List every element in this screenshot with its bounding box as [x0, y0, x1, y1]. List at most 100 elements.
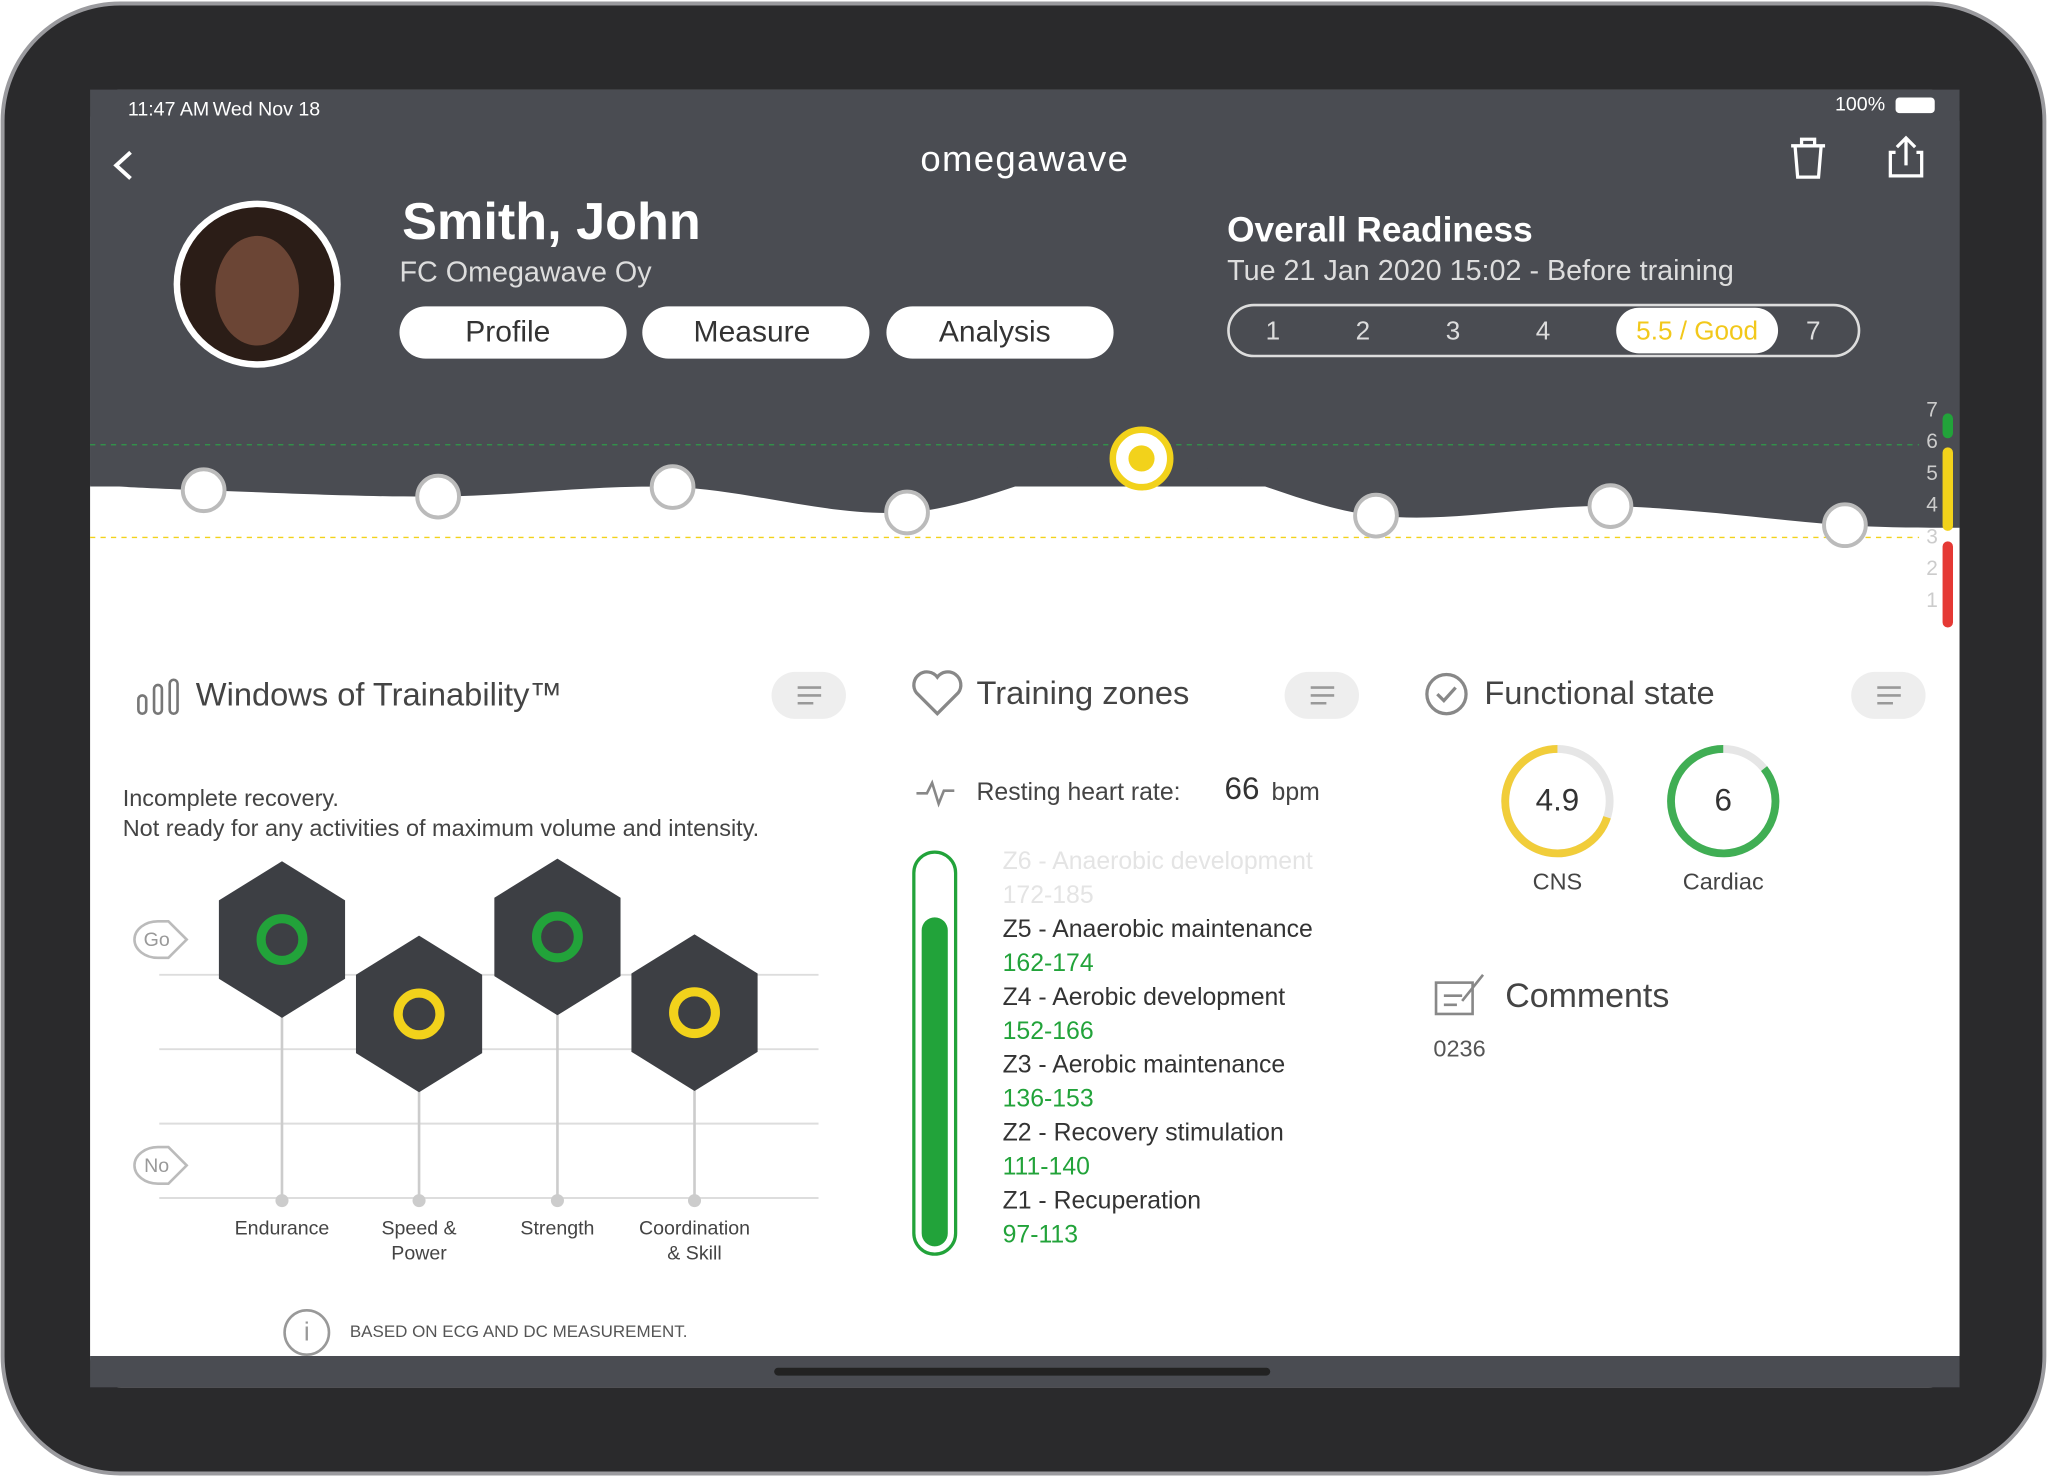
gauge-arc — [1667, 745, 1780, 858]
y-tick-label: 7 — [1926, 398, 1938, 421]
tab-label[interactable]: Measure — [694, 316, 811, 349]
go-label: Go — [144, 929, 170, 951]
zone-range: 111-140 — [1003, 1154, 1090, 1181]
tabs: Profile Measure Analysis — [399, 306, 1114, 359]
resting-hr-unit: bpm — [1272, 779, 1320, 806]
tab-label[interactable]: Analysis — [939, 316, 1051, 349]
athlete-team: FC Omegawave Oy — [399, 256, 652, 288]
readiness-scale — [1227, 303, 1861, 358]
stem-dot — [275, 1194, 289, 1208]
zone-range: 162-174 — [1003, 950, 1094, 977]
footnote: BASED ON ECG AND DC MEASUREMENT. — [350, 1322, 688, 1341]
zone-name: Z5 - Anaerobic maintenance — [1003, 916, 1313, 943]
comments-icon — [1434, 973, 1485, 1016]
zone-name: Z1 - Recuperation — [1003, 1187, 1201, 1214]
gauge-arc — [1501, 745, 1611, 858]
zone-name: Z2 - Recovery stimulation — [1003, 1120, 1284, 1147]
timeline-point — [1353, 492, 1399, 539]
scale-item: 7 — [1806, 315, 1821, 345]
y-tick-label: 5 — [1926, 462, 1938, 485]
go-marker — [133, 919, 189, 960]
gauge-value: 4.9 — [1536, 783, 1580, 818]
logo: omegawave — [920, 138, 1129, 179]
share-button[interactable] — [1888, 135, 1924, 178]
description: Incomplete recovery. — [123, 785, 339, 811]
hexagon-icon — [669, 987, 720, 1039]
check-icon — [1425, 672, 1468, 716]
y-tick-label: 4 — [1926, 494, 1938, 517]
resting-hr-value: 66 — [1225, 771, 1260, 806]
timeline-point — [180, 467, 227, 514]
scale-item: 1 — [1266, 315, 1281, 345]
zone-bar-yellow — [1942, 447, 1954, 531]
check-mark — [1436, 686, 1457, 704]
zone-name: Z3 - Aerobic maintenance — [1003, 1052, 1286, 1079]
tab-label[interactable]: Profile — [465, 316, 550, 349]
battery: 100% — [1835, 94, 1885, 116]
info-glyph: i — [304, 1317, 310, 1347]
y-tick-label: 1 — [1926, 589, 1938, 612]
timeline-point — [1822, 502, 1868, 549]
scale-item: 3 — [1446, 315, 1461, 345]
readiness-title: Overall Readiness — [1227, 210, 1533, 249]
category-label: Endurance — [235, 1218, 330, 1240]
section-title: Functional state — [1484, 674, 1714, 711]
info-icon[interactable] — [283, 1308, 331, 1356]
comments-text: 0236 — [1433, 1036, 1485, 1062]
no-marker — [133, 1145, 189, 1185]
scale-item: 5.5 / Good — [1636, 315, 1758, 345]
stem-dot — [550, 1194, 564, 1208]
delete-button[interactable] — [1791, 137, 1826, 179]
zone-range: 97-113 — [1003, 1221, 1078, 1248]
stem-dot — [687, 1194, 702, 1208]
tab[interactable] — [399, 306, 627, 359]
hexagon — [494, 858, 621, 1016]
readiness-subtitle: Tue 21 Jan 2020 15:02 - Before training — [1227, 255, 1734, 287]
hexagon-icon — [256, 914, 308, 966]
comments-title: Comments — [1505, 977, 1669, 1015]
resting-hr-label: Resting heart rate: — [977, 779, 1181, 806]
category-label: Speed & — [381, 1218, 456, 1240]
stem-dot — [412, 1194, 426, 1208]
category-label: Strength — [520, 1218, 594, 1240]
timeline-point — [884, 489, 930, 536]
no-label: No — [144, 1155, 169, 1177]
zone-gauge — [912, 850, 958, 1256]
hexagon-icon — [531, 911, 583, 963]
category-label: Power — [391, 1242, 447, 1264]
hexagon — [631, 934, 758, 1091]
back-button[interactable] — [113, 150, 132, 180]
y-tick-label: 3 — [1926, 525, 1938, 548]
timeline-point — [415, 473, 461, 520]
zone-name: Z4 - Aerobic development — [1003, 984, 1286, 1011]
timeline-point-core — [1128, 445, 1155, 472]
status-date: Wed Nov 18 — [213, 99, 320, 121]
tab[interactable] — [642, 306, 870, 359]
gauge-label: CNS — [1533, 869, 1583, 895]
readiness-selected — [1616, 307, 1779, 354]
pulse-icon — [916, 779, 955, 808]
scale-item: 2 — [1356, 315, 1371, 345]
menu-icon — [1877, 686, 1901, 705]
athlete-name: Smith, John — [402, 193, 701, 251]
section-title: Windows of Trainability™ — [196, 675, 562, 712]
battery-icon — [1895, 97, 1935, 114]
avatar-face — [215, 235, 299, 346]
home-indicator — [774, 1367, 1271, 1376]
tab[interactable] — [886, 306, 1114, 359]
scale-item: 4 — [1536, 315, 1551, 345]
status-time: 11:47 AM — [128, 99, 209, 121]
zone-range: 152-166 — [1003, 1018, 1094, 1045]
timeline-point — [1587, 483, 1634, 529]
hexagon — [218, 861, 346, 1018]
zone-bar-red — [1942, 541, 1954, 628]
heart-icon — [912, 670, 963, 717]
hexagon-icon — [393, 988, 445, 1040]
category-label: & Skill — [667, 1242, 721, 1264]
gauge-value: 6 — [1715, 783, 1732, 818]
zone-gauge-fill — [921, 917, 948, 1247]
description: Not ready for any activities of maximum … — [123, 815, 760, 841]
zone-bar-green — [1942, 413, 1954, 439]
hexagon — [355, 935, 483, 1093]
